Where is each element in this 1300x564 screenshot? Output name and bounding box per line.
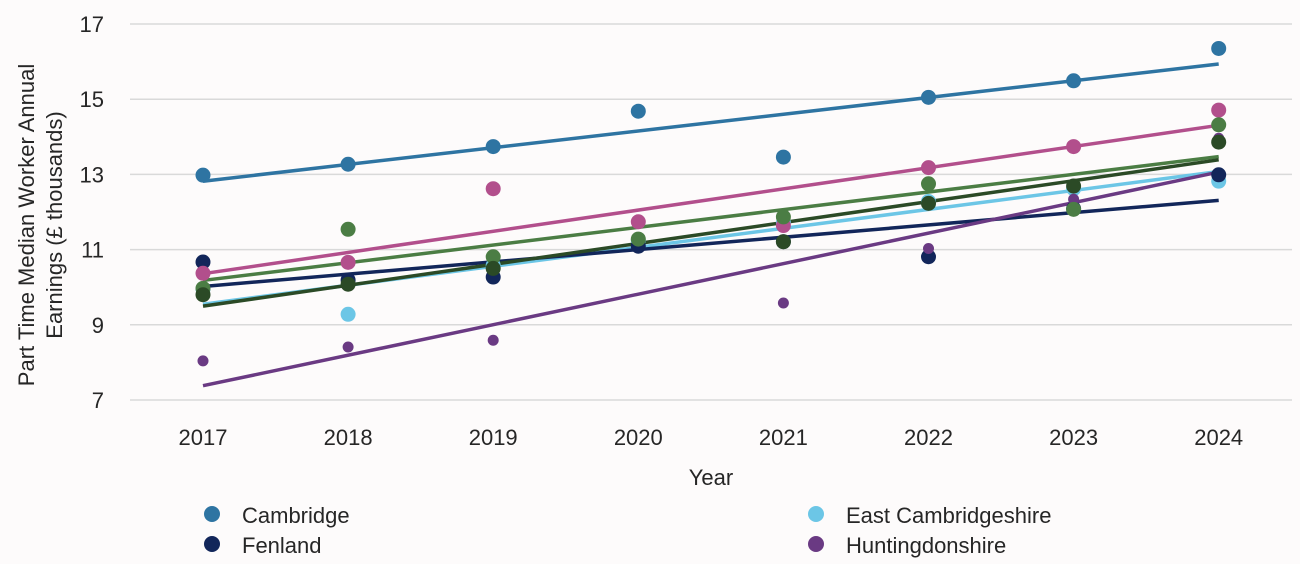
y-tick-label: 9: [92, 313, 104, 338]
data-point: [921, 160, 936, 176]
legend-label: Cambridge: [242, 503, 350, 528]
x-tick-label: 2022: [904, 425, 953, 450]
x-tick-label: 2023: [1049, 425, 1098, 450]
data-point: [630, 231, 646, 247]
x-tick-label: 2018: [324, 425, 373, 450]
data-point: [340, 156, 356, 172]
data-point: [1211, 134, 1227, 150]
data-point: [630, 214, 646, 230]
y-tick-label: 17: [80, 12, 104, 37]
y-tick-label: 7: [92, 388, 104, 413]
x-tick-label: 2020: [614, 425, 663, 450]
data-point: [775, 149, 791, 165]
legend: Cambridge East Cambridgeshire Fenland Hunti…: [204, 503, 1051, 558]
x-axis-ticks: 2017 2018 2019 2020 2021 2022 2023 2024: [179, 425, 1244, 450]
data-point: [340, 254, 356, 270]
legend-marker: [204, 536, 220, 552]
data-point: [487, 334, 499, 346]
trendline: [202, 198, 1219, 289]
data-point: [1066, 73, 1082, 89]
data-point: [1066, 139, 1082, 155]
data-point: [921, 249, 936, 265]
data-point: [1066, 178, 1082, 194]
data-points: [195, 40, 1227, 367]
gridlines: [130, 23, 1292, 401]
trendline: [202, 62, 1219, 183]
data-point: [195, 167, 211, 183]
legend-label: East Cambridgeshire: [846, 503, 1051, 528]
data-point: [1066, 201, 1082, 217]
data-point: [775, 209, 791, 225]
data-point: [921, 89, 936, 105]
trendline: [202, 123, 1219, 276]
trendline: [202, 154, 1219, 283]
data-point: [195, 265, 211, 281]
x-axis-title: Year: [689, 465, 733, 490]
data-point: [340, 276, 356, 292]
data-point: [921, 176, 936, 192]
y-tick-label: 15: [80, 87, 104, 112]
data-point: [485, 139, 501, 155]
data-point: [195, 287, 211, 303]
legend-marker: [808, 536, 824, 552]
data-point: [921, 195, 936, 211]
data-point: [1211, 102, 1227, 118]
x-tick-label: 2017: [179, 425, 228, 450]
trendline: [202, 158, 1219, 308]
y-tick-label: 11: [81, 238, 104, 263]
y-tick-label: 13: [80, 162, 104, 187]
y-axis-ticks: 7 9 11 13 15 17: [80, 12, 104, 413]
data-point: [340, 221, 356, 237]
data-point: [775, 234, 791, 250]
data-point: [485, 249, 501, 265]
trendline: [202, 170, 1220, 388]
data-point: [1211, 117, 1227, 133]
data-point: [195, 254, 211, 270]
x-tick-label: 2021: [759, 425, 808, 450]
data-point: [197, 355, 209, 367]
data-point: [1211, 167, 1227, 183]
x-tick-label: 2024: [1194, 425, 1243, 450]
data-point: [342, 341, 354, 353]
data-point: [630, 103, 646, 119]
x-tick-label: 2019: [469, 425, 518, 450]
data-point: [485, 181, 501, 197]
data-point: [923, 242, 934, 254]
legend-label: Huntingdonshire: [846, 533, 1006, 558]
legend-label: Fenland: [242, 533, 322, 558]
data-point: [485, 260, 501, 276]
data-point: [1068, 193, 1080, 205]
data-point: [340, 306, 356, 322]
data-point: [777, 297, 789, 309]
y-axis-title-line-1: Part Time Median Worker Annual: [14, 64, 39, 386]
y-axis-title: Part Time Median Worker Annual Earnings …: [14, 64, 67, 386]
trendlines: [202, 62, 1220, 388]
legend-marker: [204, 506, 220, 522]
y-axis-title-line-2: Earnings (£ thousands): [42, 111, 67, 338]
legend-marker: [808, 506, 824, 522]
data-point: [1211, 40, 1227, 56]
